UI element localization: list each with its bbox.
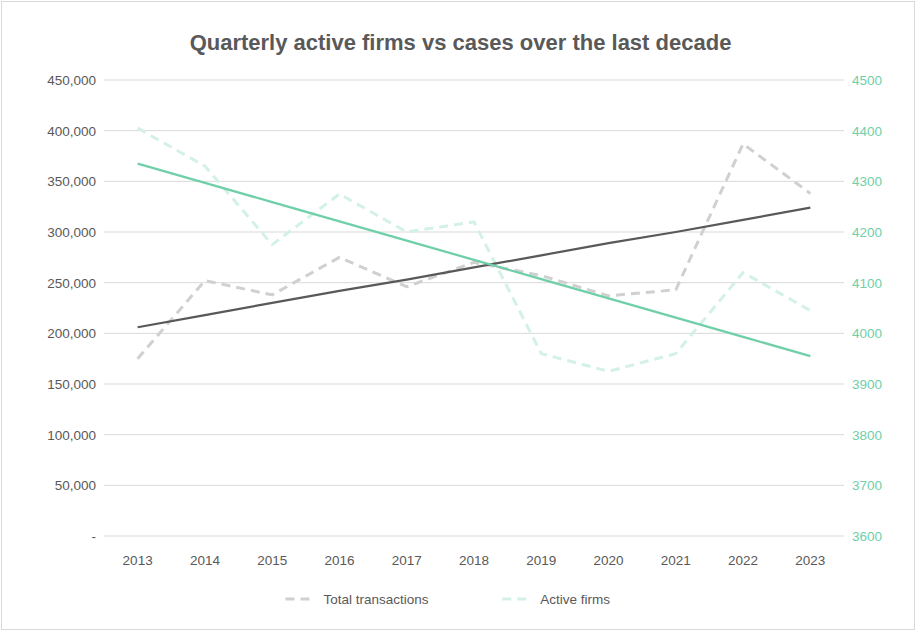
chart-border [2, 2, 915, 630]
x-tick-label: 2017 [392, 553, 422, 568]
y2-tick [844, 434, 847, 435]
y2-tick-label: 3600 [852, 529, 882, 544]
grid-line [104, 130, 844, 131]
legend-swatch [502, 598, 532, 601]
x-tick-label: 2013 [123, 553, 153, 568]
y2-tick [844, 536, 847, 537]
y-tick-label: 350,000 [47, 174, 96, 189]
x-tick-label: 2020 [594, 553, 624, 568]
y-tick-label: 100,000 [47, 428, 96, 443]
plot-area [138, 128, 811, 371]
y2-tick [844, 384, 847, 385]
grid-line [104, 485, 844, 486]
x-tick-label: 2019 [526, 553, 556, 568]
y2-tick [844, 80, 847, 81]
grid-line [104, 181, 844, 182]
y-tick-label: 150,000 [47, 377, 96, 392]
trend-line [138, 164, 811, 357]
chart: Quarterly active firms vs cases over the… [0, 0, 917, 638]
x-tick-label: 2022 [728, 553, 758, 568]
trend-line [138, 208, 811, 328]
grid-line [104, 434, 844, 435]
title: Quarterly active firms vs cases over the… [190, 30, 732, 55]
y-tick-label: 50,000 [55, 478, 96, 493]
grid-line [104, 80, 844, 81]
grid-line [104, 384, 844, 385]
y-tick-label: 300,000 [47, 225, 96, 240]
y2-tick [844, 232, 847, 233]
y-tick-label: 250,000 [47, 276, 96, 291]
y2-tick-label: 3800 [852, 428, 882, 443]
y2-tick-label: 4500 [852, 73, 882, 88]
y2-tick-label: 4100 [852, 276, 882, 291]
x-tick-label: 2018 [459, 553, 489, 568]
y2-tick [844, 333, 847, 334]
grid-line [104, 536, 844, 537]
y2-tick [844, 282, 847, 283]
y-tick-label: 200,000 [47, 326, 96, 341]
y2-tick-label: 4200 [852, 225, 882, 240]
legend-swatch [286, 598, 316, 601]
y2-tick-label: 3700 [852, 478, 882, 493]
y2-tick-label: 4000 [852, 326, 882, 341]
y2-tick [844, 181, 847, 182]
y2-tick-label: 4400 [852, 124, 882, 139]
legend-label: Total transactions [324, 592, 429, 607]
y2-tick-label: 3900 [852, 377, 882, 392]
y-tick-label: 400,000 [47, 124, 96, 139]
x-tick-label: 2014 [190, 553, 221, 568]
y-tick-label: - [92, 529, 97, 544]
x-tick-label: 2016 [324, 553, 354, 568]
x-tick-label: 2023 [795, 553, 825, 568]
y2-tick-label: 4300 [852, 174, 882, 189]
grid-line [104, 232, 844, 233]
x-tick-label: 2015 [257, 553, 287, 568]
y2-tick [844, 485, 847, 486]
series-line [138, 144, 811, 359]
legend: Total transactions Active firms [286, 592, 611, 607]
y-tick-label: 450,000 [47, 73, 96, 88]
x-tick-label: 2021 [661, 553, 691, 568]
legend-label: Active firms [540, 592, 610, 607]
series-line [138, 128, 811, 371]
y2-tick [844, 130, 847, 131]
